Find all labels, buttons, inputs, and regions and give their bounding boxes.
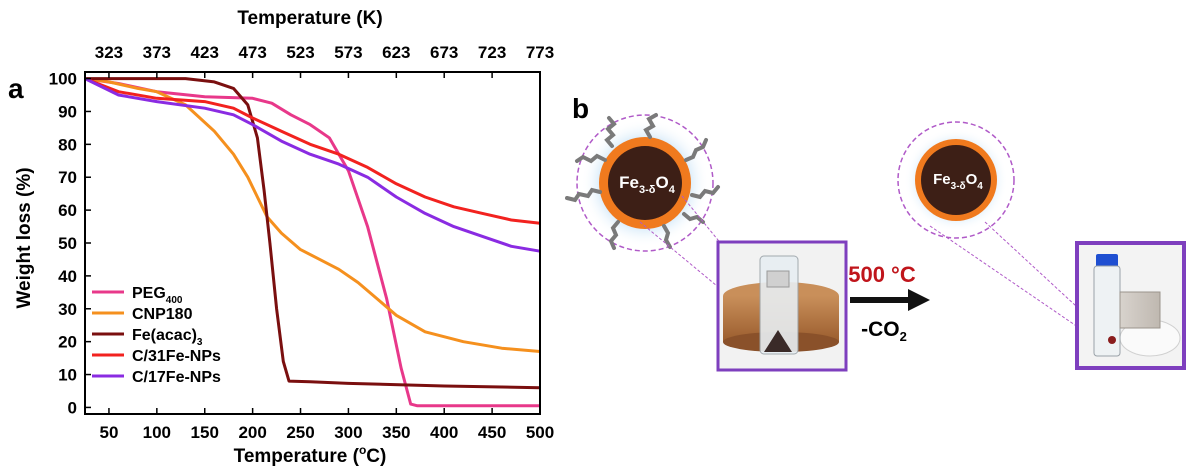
- top-axis-title: Temperature (K): [237, 8, 382, 29]
- photo-before-heating: [716, 240, 848, 372]
- x2-tick-label: 473: [238, 43, 266, 62]
- y-tick-label: 50: [58, 234, 77, 253]
- x2-tick-label: 573: [334, 43, 362, 62]
- panel-b-label: b: [572, 93, 589, 124]
- y-tick-label: 40: [58, 267, 77, 286]
- y-tick-label: 70: [58, 168, 77, 187]
- series-line-4: [84, 77, 541, 253]
- axis-ticks: 50 100 150 200 250 300 350 400 450 500 0 10 20 30 40 50…: [49, 43, 555, 442]
- x2-tick-label: 673: [430, 43, 458, 62]
- plot-marks: [84, 77, 541, 408]
- x-tick-label: 150: [191, 423, 219, 442]
- np-label-left: Fe3-δO4: [619, 173, 676, 196]
- reaction-arrow: 500 °C -CO2: [848, 262, 930, 344]
- nanoparticle-bare: Fe3-δO4: [897, 121, 1015, 239]
- vial-cap: [1096, 254, 1118, 268]
- series-line-0: [84, 77, 540, 408]
- y-tick-label: 0: [68, 398, 77, 417]
- legend-label: PEG400: [132, 285, 183, 306]
- y-tick-label: 60: [58, 201, 77, 220]
- x-tick-label: 450: [478, 423, 506, 442]
- y-tick-label: 30: [58, 300, 77, 319]
- x-tick-label: 500: [526, 423, 554, 442]
- series-line-3: [84, 77, 541, 225]
- x2-tick-label: 523: [286, 43, 314, 62]
- plot-frame: [84, 71, 541, 415]
- y-tick-label: 10: [58, 366, 77, 385]
- y-tick-label: 20: [58, 333, 77, 352]
- x-tick-label: 350: [382, 423, 410, 442]
- y-tick-label: 90: [58, 102, 77, 121]
- vial: [1093, 265, 1121, 357]
- x2-tick-label: 773: [526, 43, 554, 62]
- x-axis-title: Temperature (oC): [234, 443, 387, 467]
- y-tick-label: 80: [58, 135, 77, 154]
- powder: [1108, 336, 1116, 344]
- x2-tick-label: 423: [191, 43, 219, 62]
- legend-label: Fe(acac)3: [132, 327, 203, 348]
- legend-label: C/31Fe-NPs: [132, 348, 221, 365]
- np-label-right: Fe3-δO4: [933, 171, 983, 192]
- nanoparticle-coated: Fe3-δO4: [565, 113, 720, 252]
- arrow-temperature: 500 °C: [848, 262, 916, 287]
- series-line-1: [84, 77, 541, 353]
- x-tick-label: 50: [99, 423, 118, 442]
- x-tick-label: 200: [238, 423, 266, 442]
- photo-after-heating: [1075, 241, 1186, 370]
- arrow-condition: -CO2: [861, 318, 907, 344]
- x-tick-label: 250: [286, 423, 314, 442]
- legend-label: CNP180: [132, 306, 193, 323]
- x-tick-label: 400: [430, 423, 458, 442]
- peg-chains: [565, 113, 720, 250]
- x2-tick-label: 323: [95, 43, 123, 62]
- np-core: [608, 146, 682, 220]
- powder: [764, 330, 792, 352]
- y-axis-title: Weight loss (%): [14, 167, 35, 308]
- np-core: [921, 145, 991, 215]
- magnet: [766, 270, 790, 288]
- magnet: [1119, 291, 1161, 329]
- series-line-2: [85, 77, 541, 390]
- panel-a-label: a: [8, 73, 24, 104]
- x-tick-label: 300: [334, 423, 362, 442]
- y-tick-label: 100: [49, 70, 77, 89]
- x-tick-label: 100: [143, 423, 171, 442]
- zoom-line: [929, 225, 1095, 339]
- arrow-head: [908, 289, 930, 311]
- x2-tick-label: 723: [478, 43, 506, 62]
- x2-tick-label: 373: [143, 43, 171, 62]
- x2-tick-label: 623: [382, 43, 410, 62]
- legend-label: C/17Fe-NPs: [132, 369, 221, 386]
